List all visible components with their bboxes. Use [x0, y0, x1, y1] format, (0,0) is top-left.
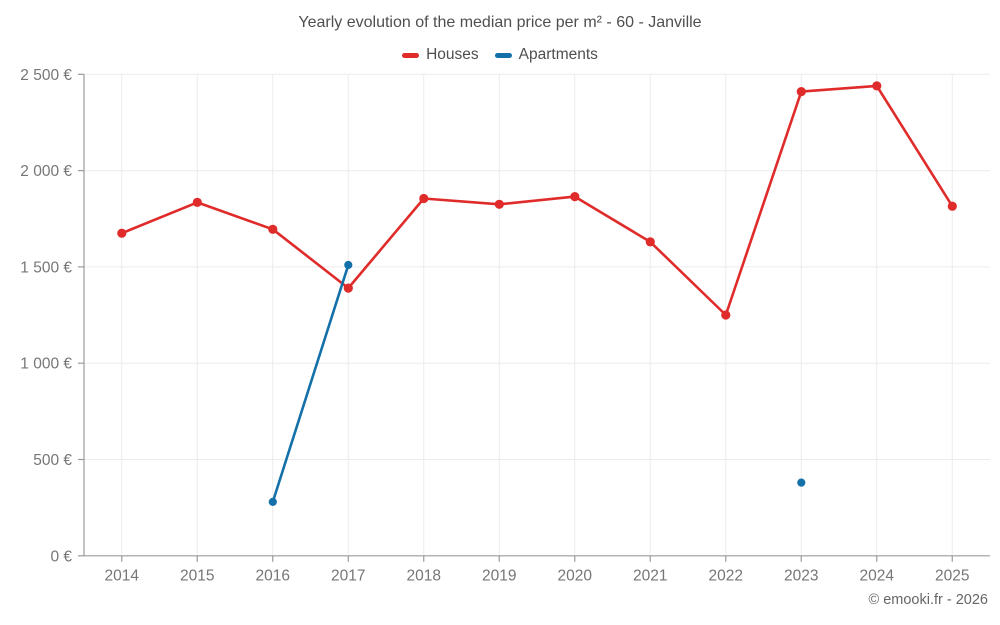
x-tick-label: 2020: [558, 567, 593, 584]
apartments-legend-swatch: [494, 52, 512, 58]
x-tick-label: 2015: [180, 567, 214, 584]
data-point: [419, 193, 429, 204]
x-tick-label: 2014: [105, 567, 140, 584]
x-tick-label: 2024: [860, 567, 895, 584]
x-tick-label: 2016: [256, 567, 290, 584]
series-apartments: [268, 260, 806, 506]
chart-title: Yearly evolution of the median price per…: [298, 14, 702, 31]
y-tick-label: 1 500 €: [20, 259, 72, 276]
x-tick-label: 2025: [935, 567, 969, 584]
y-tick-label: 500 €: [33, 452, 72, 469]
x-tick-label: 2018: [407, 567, 441, 584]
data-point: [117, 228, 127, 238]
data-point: [645, 237, 655, 247]
data-point: [494, 199, 504, 209]
x-tick-label: 2019: [482, 567, 516, 584]
y-tick-label: 2 500 €: [20, 67, 72, 84]
x-tick-label: 2021: [633, 567, 667, 584]
axes: [78, 73, 990, 562]
y-tick-label: 2 000 €: [20, 163, 72, 180]
x-tick-label: 2023: [784, 567, 818, 584]
apartments-legend-label: Apartments: [518, 46, 598, 63]
data-point: [268, 224, 278, 234]
data-point: [192, 197, 202, 207]
x-tick-label: 2022: [709, 567, 743, 584]
y-tick-label: 0 €: [50, 548, 72, 565]
axis-tick-labels: 0 € 500 € 1 000 € 1 500 € 2 000 € 2 500 € 2014…: [20, 67, 969, 584]
houses-legend-label: Houses: [426, 46, 479, 63]
legend-item-houses[interactable]: Houses: [402, 46, 479, 64]
x-tick-label: 2017: [331, 567, 365, 584]
data-point: [344, 260, 353, 270]
legend: Houses Apartments: [0, 46, 1000, 64]
data-point: [570, 192, 580, 202]
y-tick-label: 1 000 €: [20, 356, 72, 373]
data-point: [797, 478, 806, 487]
data-point: [343, 283, 353, 293]
data-point: [268, 497, 277, 506]
data-point: [872, 81, 882, 91]
copyright-footer: © emooki.fr - 2026: [868, 592, 988, 608]
series-houses: [117, 81, 957, 320]
data-point: [721, 310, 731, 320]
data-point: [796, 87, 806, 97]
data-point: [947, 201, 957, 211]
legend-item-apartments[interactable]: Apartments: [494, 46, 598, 64]
gridlines: [84, 73, 990, 556]
houses-legend-swatch: [402, 52, 420, 58]
